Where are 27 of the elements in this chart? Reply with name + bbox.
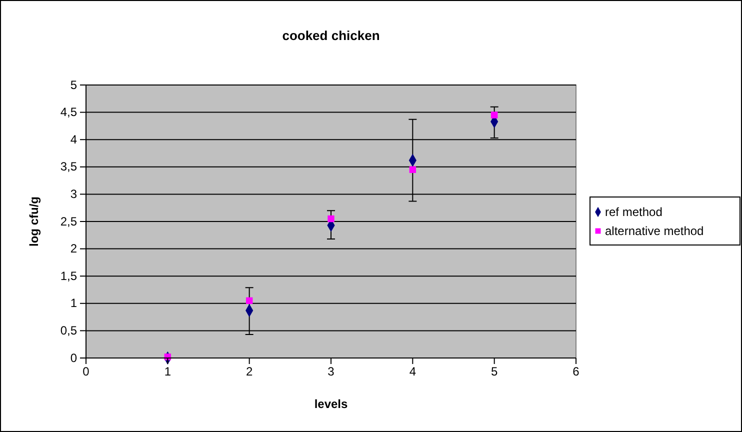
point [246, 297, 253, 304]
point [328, 215, 334, 222]
point [409, 166, 416, 173]
y-tick-label: 4 [70, 132, 78, 146]
y-tick-label: 1 [70, 296, 78, 310]
x-tick-label: 5 [490, 364, 498, 379]
y-tick-label: 3 [70, 187, 78, 202]
y-tick-label: 3,5 [60, 160, 78, 174]
y-tick-label: 1,5 [60, 268, 78, 283]
x-tick-label: 3 [328, 364, 335, 379]
x-tick-label: 1 [164, 364, 172, 379]
point [490, 112, 498, 118]
y-tick-label: 5 [70, 78, 78, 92]
x-tick-label: 4 [409, 364, 416, 379]
y-tick-label: 0,5 [60, 324, 78, 338]
y-tick-label: 0 [70, 350, 78, 365]
legend-label: ref method [605, 205, 662, 219]
x-tick-label: 6 [572, 364, 580, 379]
x-tick-label: 0 [82, 364, 90, 379]
legend-label: alternative method [605, 224, 704, 238]
y-axis-title: log cfu/g [27, 196, 41, 246]
chart-title: cooked chicken [282, 28, 380, 43]
y-tick-label: 2,5 [60, 214, 78, 228]
x-axis-title: levels [314, 397, 348, 411]
y-tick-label: 4,5 [60, 105, 78, 120]
x-tick-label: 2 [246, 364, 253, 379]
y-tick-label: 2 [70, 242, 78, 256]
